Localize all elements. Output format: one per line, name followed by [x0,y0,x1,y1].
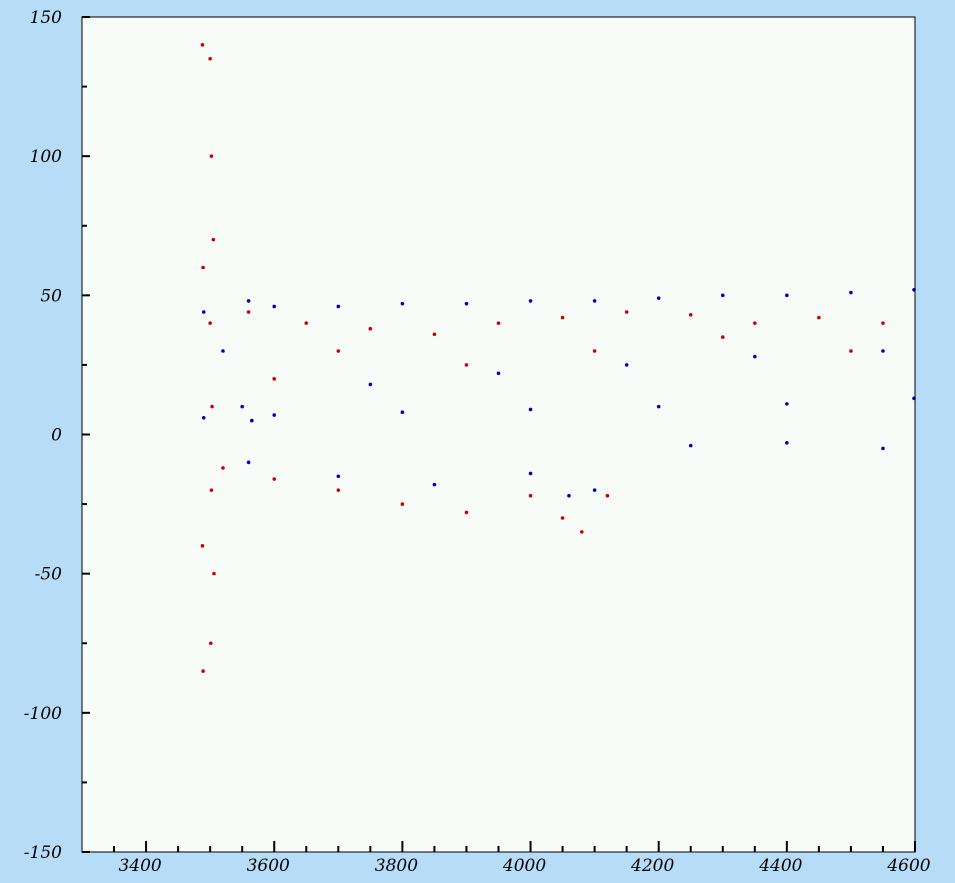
scatter-point [209,154,214,158]
scatter-point [528,471,533,476]
x-tick-label: 4400 [758,856,802,876]
y-tick-label: 50 [40,286,62,306]
scatter-point [464,363,469,367]
scatter-point [208,641,213,646]
scatter-point [221,349,225,353]
scatter-point [688,313,693,317]
x-tick-label: 3400 [118,856,161,876]
scatter-point [881,349,885,353]
scatter-point [656,296,661,300]
scatter-point [753,321,757,325]
scatter-point [753,354,757,359]
y-tick-label: -150 [24,843,62,863]
scatter-point [592,349,597,353]
y-tick-label: 0 [51,426,62,446]
scatter-point [624,363,629,367]
scatter-point [881,321,885,325]
scatter-point [208,56,212,61]
scatter-point [528,299,533,303]
scatter-point [464,510,469,515]
x-tick-label: 4200 [630,856,674,876]
scatter-point [605,493,610,498]
scatter-point [464,301,469,306]
y-tick-label: -100 [24,704,62,724]
scatter-point [304,321,309,325]
x-tick-label: 4600 [886,856,930,876]
scatter-point [817,315,821,320]
scatter-point [624,310,629,314]
scatter-point [336,304,341,309]
x-tick-label: 4000 [502,856,546,876]
scatter-point [201,265,205,270]
scatter-point [368,326,373,331]
y-tick-label: 150 [30,8,63,28]
scatter-point [336,474,341,479]
scatter-point [201,310,206,314]
scatter-point [785,293,789,298]
plot-area [82,17,915,852]
scatter-point [208,321,212,325]
scatter-point [432,332,437,337]
scatter-point [209,488,214,492]
scatter-point [496,321,501,325]
scatter-point [221,466,225,470]
scatter-point [201,669,205,673]
scatter-point [560,516,565,520]
scatter-point [720,335,725,339]
scatter-point [567,493,571,498]
y-tick-label: 100 [30,147,63,167]
scatter-point [211,237,216,242]
scatter-point [592,488,597,492]
scatter-point [785,441,789,445]
scatter-point [368,382,373,387]
scatter-point [272,304,277,309]
y-tick-label: -50 [35,565,63,585]
scatter-point [272,377,277,381]
scatter-point [496,371,501,376]
scatter-point [432,482,437,487]
scatter-point [785,402,789,406]
x-tick-label: 3600 [247,856,290,876]
scatter-point [881,446,885,451]
scatter-point [688,443,693,448]
scatter-point [528,493,533,498]
scatter-point [250,418,254,423]
x-tick-label: 3800 [375,856,418,876]
scatter-point [400,502,405,506]
scatter-point [849,290,853,295]
scatter-point [212,571,216,576]
scatter-point [592,299,597,303]
scatter-point [240,404,244,409]
scatter-point [580,530,584,534]
axis-layer: 150 100 50 0 -50 -100 -150 3400 3600 3800 4000 4200… [24,8,931,876]
scatter-point [246,299,251,303]
scatter-point [720,293,725,298]
scatter-point [400,410,405,415]
scatter-point [246,460,251,465]
scatter-point [849,349,853,353]
scatter-point [336,488,341,492]
scatter-point [210,404,214,409]
scatter-point [400,301,405,306]
scatter-point [560,315,565,320]
scatter-point [200,43,205,47]
scatter-point [272,413,277,417]
scatter-point [336,349,341,353]
scatter-point [246,310,251,314]
scatter-point [528,407,533,412]
marks-layer [200,43,916,673]
scatter-point [272,477,277,481]
scatter-point [656,404,661,409]
scatter-point [200,544,205,548]
scatter-point [201,416,206,420]
